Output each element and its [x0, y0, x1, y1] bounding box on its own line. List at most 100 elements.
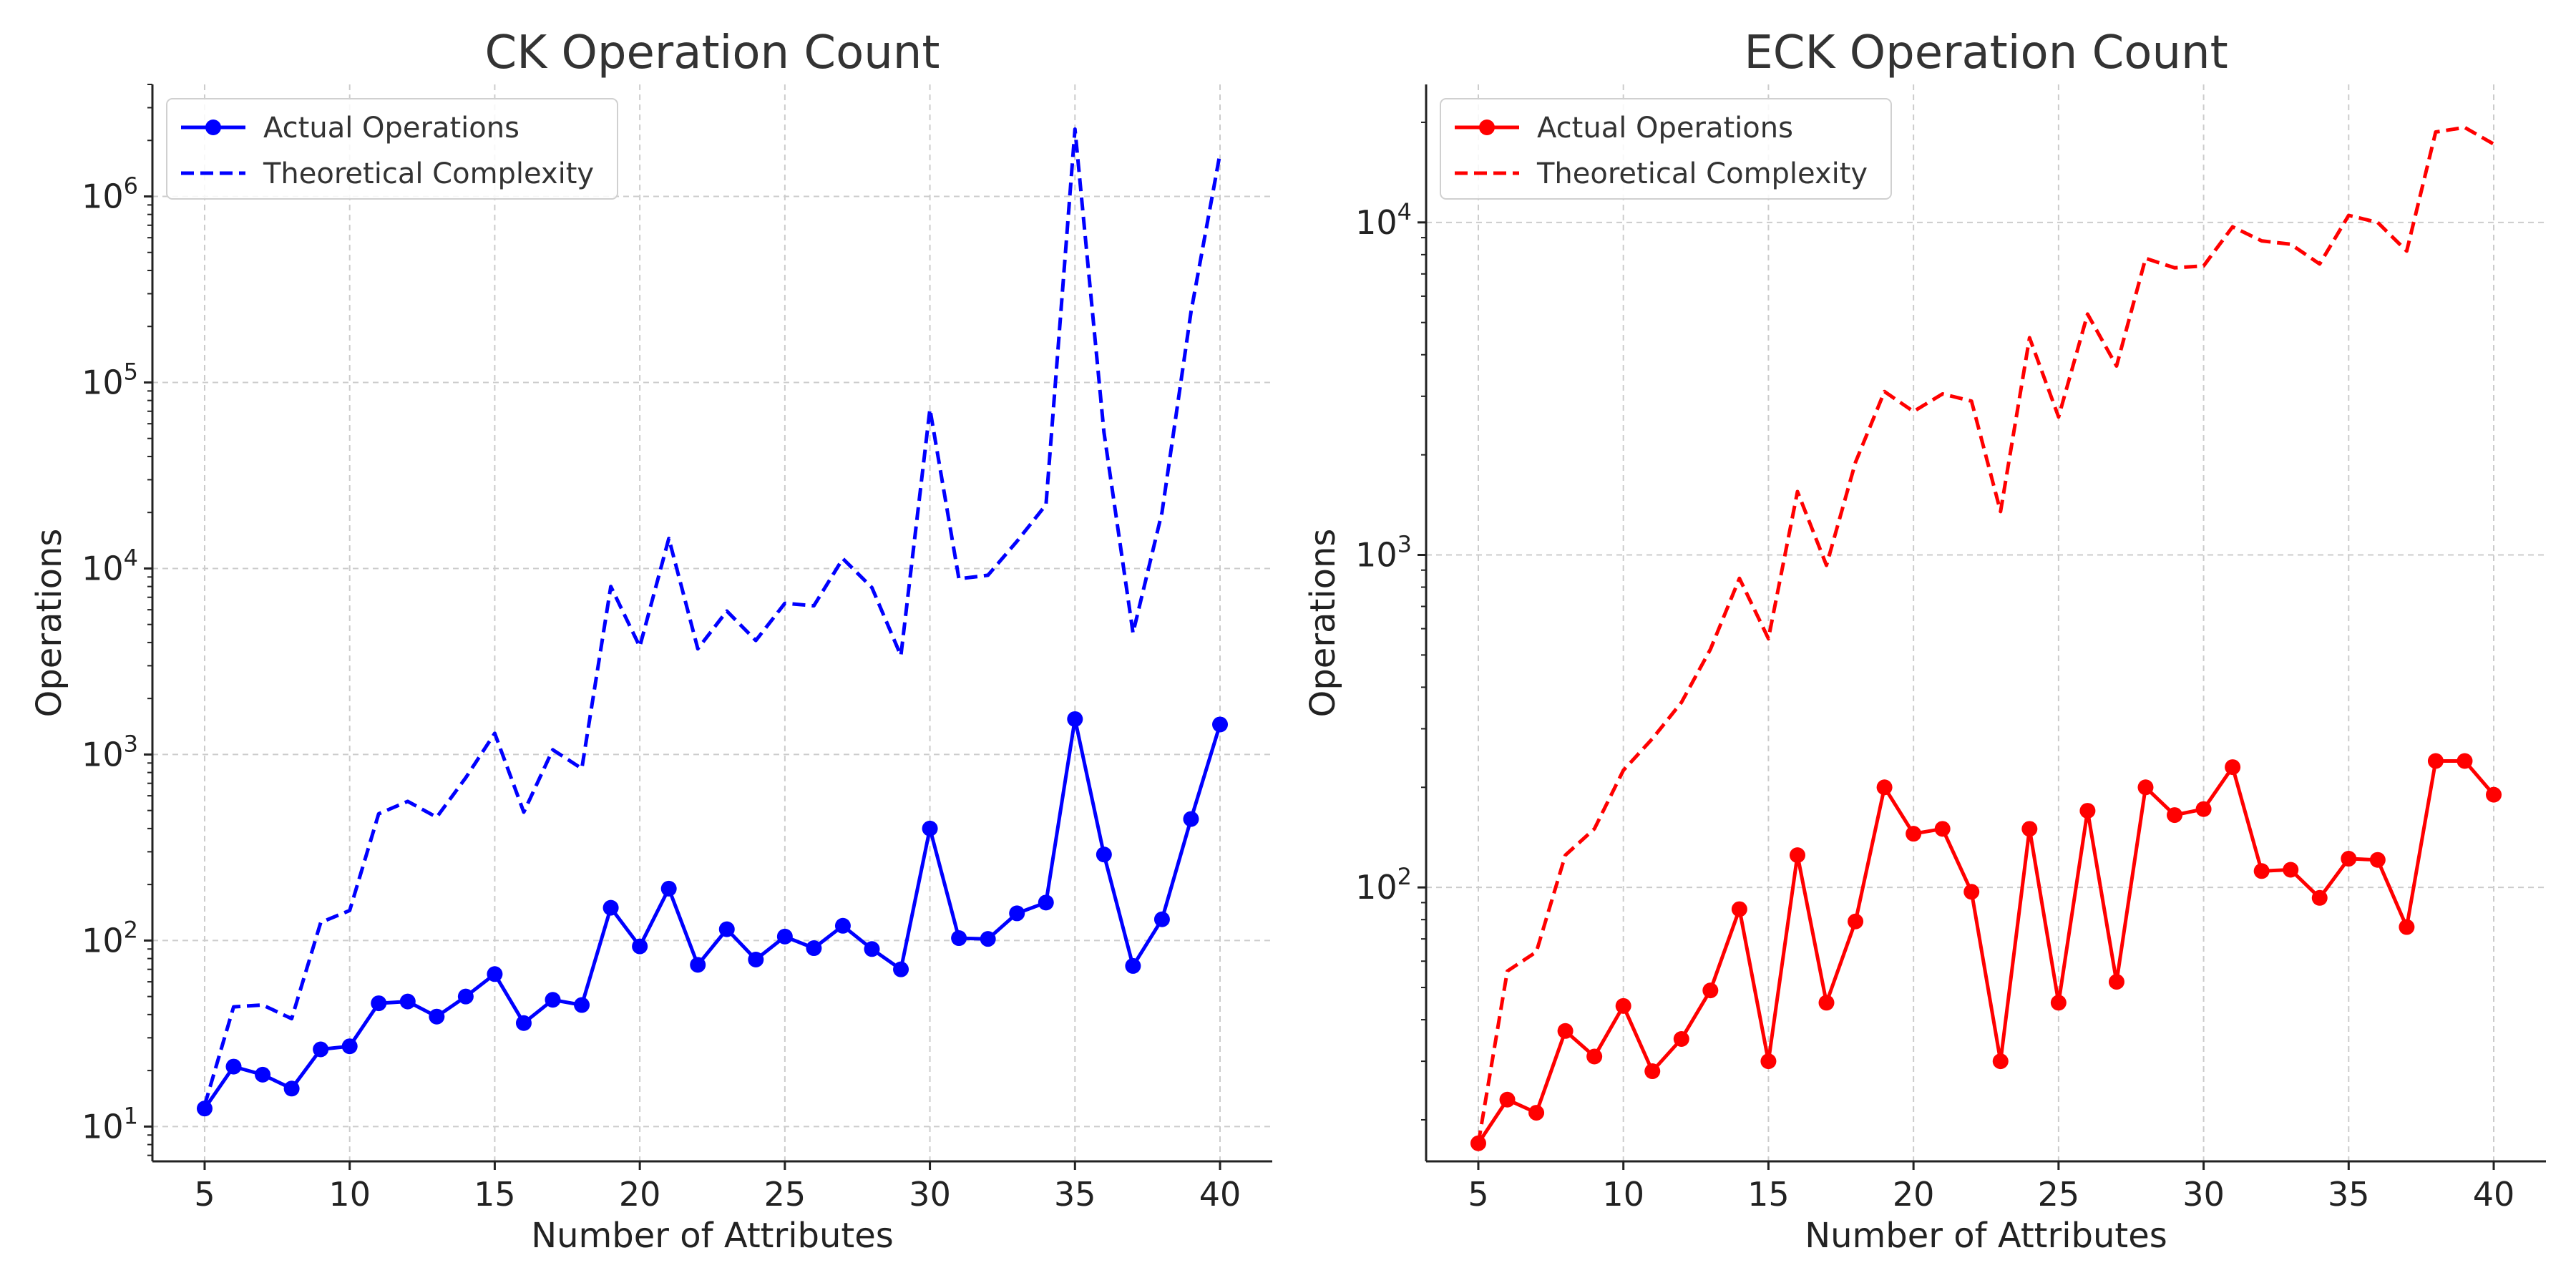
y-tick-label: 105: [82, 358, 138, 401]
y-axis-label: Operations: [1303, 529, 1343, 718]
data-point: [255, 1066, 271, 1083]
data-point: [2486, 786, 2502, 803]
y-tick-label: 106: [82, 172, 138, 216]
data-point: [2050, 995, 2067, 1011]
data-point: [1992, 1053, 2009, 1070]
data-point: [1906, 826, 1922, 842]
data-point: [1934, 821, 1951, 837]
data-point: [893, 961, 909, 977]
data-point: [1702, 982, 1719, 999]
data-point: [806, 940, 822, 957]
data-point: [2341, 851, 2357, 867]
series-line-theoretical-complexity: [1476, 125, 2495, 1144]
data-point: [660, 880, 677, 897]
data-point: [1731, 901, 1747, 917]
data-point: [283, 1080, 300, 1097]
data-point: [980, 931, 996, 947]
data-point: [2225, 759, 2241, 776]
data-point: [2283, 862, 2299, 878]
data-point: [225, 1058, 242, 1075]
data-point: [1009, 905, 1025, 922]
data-point: [1499, 1091, 1516, 1108]
data-point: [196, 1101, 213, 1117]
legend-label: Actual Operations: [1537, 112, 1793, 145]
data-point: [574, 997, 590, 1013]
data-point: [1212, 716, 1229, 733]
x-tick-label: 40: [1199, 1175, 1241, 1214]
data-point: [922, 820, 938, 836]
data-point: [748, 952, 764, 968]
data-point: [399, 993, 416, 1010]
data-point: [457, 988, 474, 1005]
data-point: [2079, 803, 2096, 819]
chart-title: CK Operation Count: [485, 26, 940, 79]
x-tick-label: 35: [2328, 1175, 2370, 1214]
x-tick-label: 20: [1893, 1175, 1935, 1214]
y-tick-label: 104: [1355, 198, 1412, 242]
data-point: [1848, 913, 1864, 930]
data-point: [1876, 779, 1893, 796]
data-point: [2457, 753, 2473, 769]
y-tick-label: 103: [1355, 530, 1412, 574]
data-point: [2253, 863, 2270, 879]
data-point: [2427, 753, 2444, 769]
data-point: [2311, 889, 2328, 906]
data-point: [834, 917, 851, 934]
x-tick-label: 35: [1054, 1175, 1096, 1214]
data-point: [776, 928, 793, 945]
data-point: [1644, 1063, 1661, 1080]
data-point: [2137, 779, 2154, 796]
data-point: [2108, 974, 2124, 990]
y-tick-label: 102: [1355, 863, 1412, 907]
x-axis-label: Number of Attributes: [531, 1216, 894, 1256]
data-point: [371, 995, 387, 1012]
data-point: [1067, 711, 1083, 727]
data-point: [864, 941, 880, 957]
legend-label: Theoretical Complexity: [263, 157, 594, 190]
data-point: [1586, 1048, 1603, 1065]
data-point: [1818, 995, 1835, 1011]
data-point: [515, 1015, 532, 1031]
data-point: [1963, 884, 1980, 900]
x-tick-label: 10: [1602, 1175, 1644, 1214]
legend-box: [166, 98, 618, 200]
data-point: [2399, 919, 2415, 935]
y-tick-label: 104: [82, 544, 138, 587]
chart-eck-operation-count: 5 10 15 20 25 30 35 40 102 103 104 ECK Operation Co…: [1303, 26, 2546, 1256]
x-tick-label: 30: [909, 1175, 951, 1214]
legend-label: Actual Operations: [263, 112, 519, 145]
data-point: [718, 921, 735, 937]
data-point: [2167, 807, 2183, 824]
y-tick-label: 101: [82, 1102, 138, 1146]
legend-swatch-marker: [1479, 119, 1495, 135]
x-axis-label: Number of Attributes: [1805, 1216, 2167, 1256]
x-tick-label: 15: [474, 1175, 516, 1214]
data-point: [1183, 811, 1199, 827]
x-tick-label: 40: [2473, 1175, 2515, 1214]
data-point: [632, 938, 648, 955]
data-point: [1125, 957, 1141, 974]
legend-box: [1440, 98, 1892, 200]
data-point: [429, 1008, 445, 1025]
data-point: [1153, 911, 1170, 927]
y-tick-label: 102: [82, 916, 138, 960]
series-line-actual-operations: [203, 717, 1222, 1110]
data-point: [1528, 1105, 1545, 1121]
legend-swatch-marker: [205, 119, 221, 135]
chart-title: ECK Operation Count: [1744, 26, 2228, 79]
chart-ck-operation-count: 5 10 15 20 25 30 35 40 101 102 103 104 105 106 CK Oper…: [29, 26, 1272, 1256]
data-point: [313, 1041, 329, 1058]
x-tick-label: 25: [764, 1175, 806, 1214]
data-point: [1470, 1135, 1486, 1151]
y-tick-label: 103: [82, 730, 138, 774]
x-tick-label: 10: [328, 1175, 371, 1214]
data-point: [1789, 847, 1805, 864]
data-point: [1096, 847, 1112, 863]
x-tick-label: 5: [194, 1175, 215, 1214]
data-point: [341, 1038, 358, 1055]
data-point: [2021, 821, 2038, 837]
data-point: [545, 992, 561, 1008]
data-point: [1038, 894, 1054, 911]
x-tick-label: 5: [1468, 1175, 1488, 1214]
